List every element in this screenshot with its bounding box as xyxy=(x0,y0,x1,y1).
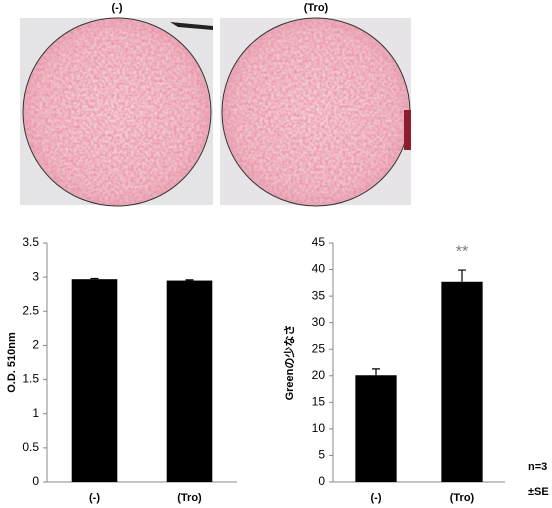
photo-right xyxy=(220,17,411,207)
y-axis-label: O.D. 510nm xyxy=(6,332,18,393)
y-tick-label: 35 xyxy=(312,288,326,302)
x-tick-label: (Tro) xyxy=(450,492,475,504)
y-tick-label: 5 xyxy=(318,448,325,462)
bar xyxy=(166,280,213,482)
note: n=3 xyxy=(528,461,547,473)
photo-left xyxy=(20,17,213,207)
note: ±SE xyxy=(528,486,549,498)
photo-label: (-) xyxy=(112,2,123,14)
y-axis-label: Greenの少なさ xyxy=(282,325,296,401)
annotation: ** xyxy=(456,243,468,260)
bar xyxy=(71,279,118,482)
y-tick-label: 1.5 xyxy=(22,372,39,386)
x-tick-label: (Tro) xyxy=(177,492,202,504)
y-tick-label: 1 xyxy=(32,406,39,420)
y-tick-label: 3.5 xyxy=(22,235,39,249)
y-tick-label: 15 xyxy=(312,395,326,409)
error-bar xyxy=(185,279,194,281)
photo-label: (Tro) xyxy=(304,2,329,14)
bar xyxy=(441,281,483,482)
y-tick-label: 30 xyxy=(312,315,326,329)
error-bar xyxy=(90,277,99,280)
x-tick-label: (-) xyxy=(371,492,382,504)
y-tick-label: 25 xyxy=(312,341,326,355)
bar xyxy=(355,375,397,482)
y-tick-label: 20 xyxy=(312,368,326,382)
x-tick-label: (-) xyxy=(89,492,100,504)
error-bar xyxy=(458,269,466,282)
y-tick-label: 3 xyxy=(32,269,39,283)
y-tick-label: 40 xyxy=(312,262,326,276)
y-tick-label: 2.5 xyxy=(22,303,39,317)
y-tick-label: 0.5 xyxy=(22,440,39,454)
y-tick-label: 45 xyxy=(312,235,326,249)
y-tick-label: 10 xyxy=(312,421,326,435)
y-tick-label: 0 xyxy=(32,474,39,488)
y-tick-label: 2 xyxy=(32,338,39,352)
error-bar xyxy=(372,368,380,376)
y-tick-label: 0 xyxy=(318,474,325,488)
